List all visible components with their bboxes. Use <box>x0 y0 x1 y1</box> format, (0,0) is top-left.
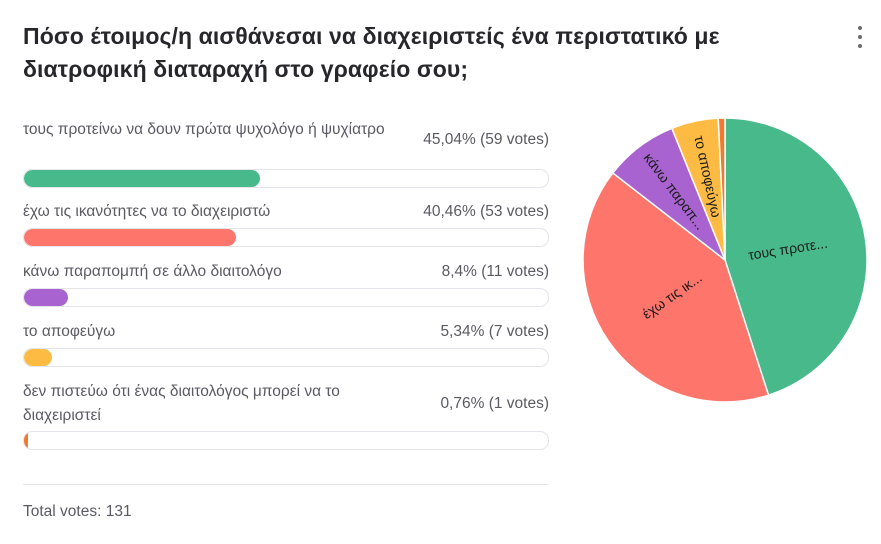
poll-option-result: 8,4% (11 votes) <box>441 263 549 280</box>
pie-slice <box>717 117 726 261</box>
poll-option-bar-fill <box>24 229 236 246</box>
divider <box>23 484 549 485</box>
poll-option-bar-fill <box>24 432 28 449</box>
poll-option-bar-track <box>23 288 549 307</box>
poll-option-row: κάνω παραπομπή σε άλλο διαιτολόγο 8,4% (… <box>23 260 549 284</box>
poll-option-result: 0,76% (1 votes) <box>440 395 549 412</box>
poll-question-title: Πόσο έτοιμος/η αισθάνεσαι να διαχειριστε… <box>23 23 720 82</box>
poll-option-label: το αποφεύγω <box>23 323 116 340</box>
poll-option-row: το αποφεύγω 5,34% (7 votes) <box>23 320 549 344</box>
menu-dot <box>858 26 862 30</box>
poll-option-bar-track <box>23 169 549 188</box>
poll-option-bar-track <box>23 431 549 450</box>
more-options-icon[interactable] <box>850 26 870 48</box>
poll-option-result: 45,04% (59 votes) <box>423 131 549 148</box>
pie-slice <box>724 117 868 397</box>
menu-dot <box>858 44 862 48</box>
poll-option-bar-fill <box>24 289 69 306</box>
pie-chart: τους προτε...έχω τις ικ...κάνω παραπ...τ… <box>582 117 868 403</box>
poll-option-label: κάνω παραπομπή σε άλλο διαιτολόγο <box>23 263 282 280</box>
poll-option-row: έχω τις ικανότητες να το διαχειριστώ 40,… <box>23 200 549 224</box>
poll-option-bar-fill <box>24 349 52 366</box>
poll-option-label: τους προτείνω να δουν πρώτα ψυχολόγο ή ψ… <box>23 121 385 138</box>
poll-option-result: 40,46% (53 votes) <box>423 203 549 220</box>
poll-option-label: έχω τις ικανότητες να το διαχειριστώ <box>23 203 271 220</box>
total-votes: Total votes: 131 <box>23 503 132 520</box>
poll-option-row: δεν πιστεύω ότι ένας διαιτολόγος μπορεί … <box>23 380 549 428</box>
pie-slice <box>582 171 770 403</box>
poll-option-bar-track <box>23 348 549 367</box>
poll-option-bar-fill <box>24 170 260 187</box>
menu-dot <box>858 35 862 39</box>
poll-option-bar-track <box>23 228 549 247</box>
poll-option-label: δεν πιστεύω ότι ένας διαιτολόγος μπορεί … <box>23 383 340 424</box>
poll-option-result: 5,34% (7 votes) <box>440 323 549 340</box>
poll-option-row: τους προτείνω να δουν πρώτα ψυχολόγο ή ψ… <box>23 118 549 152</box>
